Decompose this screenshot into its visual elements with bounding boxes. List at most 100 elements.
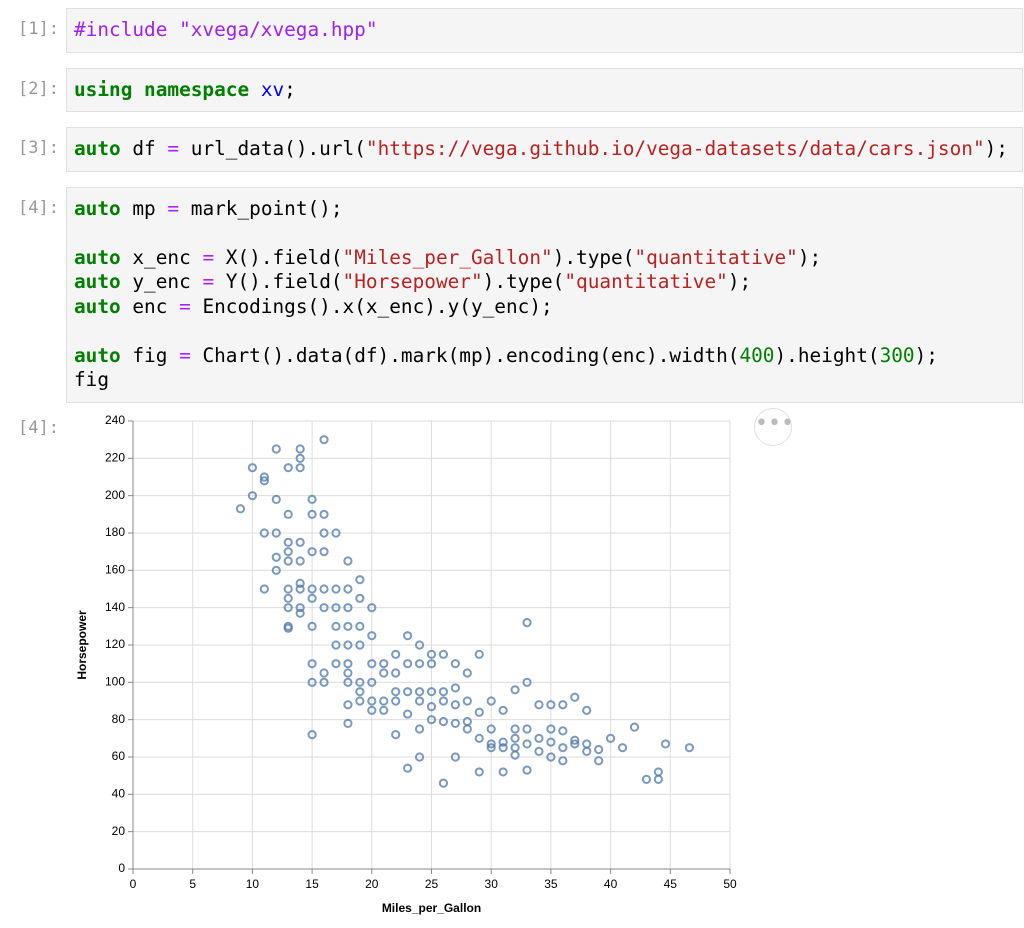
code-token: auto xyxy=(74,270,121,293)
point xyxy=(283,556,293,566)
point xyxy=(510,733,520,743)
output-prompt: [4]: xyxy=(18,418,59,438)
point xyxy=(379,668,389,678)
point xyxy=(283,509,293,519)
point xyxy=(594,744,604,755)
x-tick-label: 45 xyxy=(664,877,678,891)
point xyxy=(331,584,341,594)
code-token: auto xyxy=(74,294,121,318)
y-tick-label: 200 xyxy=(105,488,125,502)
point xyxy=(307,730,317,740)
point xyxy=(259,584,269,594)
point xyxy=(271,444,281,454)
code-token: ).type( xyxy=(482,270,565,293)
code-token: ).height( xyxy=(774,343,880,367)
code-token: ; xyxy=(284,77,296,101)
code-token: = xyxy=(179,343,191,367)
point xyxy=(450,700,460,710)
point xyxy=(331,603,341,613)
point xyxy=(307,494,317,505)
point xyxy=(498,705,508,715)
point xyxy=(307,659,317,669)
point xyxy=(319,668,329,678)
point xyxy=(403,687,413,697)
code-token: = xyxy=(202,270,215,293)
code-token: 300 xyxy=(879,343,915,367)
point xyxy=(426,649,437,659)
point xyxy=(331,659,341,669)
point xyxy=(582,746,592,756)
point xyxy=(367,603,377,613)
code-token: = xyxy=(179,294,191,318)
point xyxy=(617,743,628,753)
x-tick-label: 50 xyxy=(723,877,737,891)
point xyxy=(355,575,365,585)
code-cell[interactable]: auto mp = mark_point(); auto x_enc = X().… xyxy=(66,186,1023,403)
point xyxy=(438,716,449,727)
point xyxy=(522,739,532,749)
point xyxy=(462,716,472,727)
x-tick-label: 40 xyxy=(604,877,618,891)
point xyxy=(355,621,365,631)
point xyxy=(355,687,365,697)
point xyxy=(319,603,329,613)
point xyxy=(295,603,305,613)
point xyxy=(307,593,317,603)
point xyxy=(498,743,508,753)
code-cell[interactable]: #include "xvega/xvega.hpp" xyxy=(66,8,1023,53)
point xyxy=(403,631,413,641)
code-line: auto mp = mark_point(); xyxy=(74,197,1022,222)
code-line: auto fig = Chart().data(df).mark(mp).enc… xyxy=(74,344,1022,369)
code-token: enc xyxy=(120,294,180,318)
point xyxy=(486,739,496,749)
point xyxy=(319,547,329,557)
point xyxy=(319,435,329,445)
point xyxy=(271,528,281,538)
point xyxy=(283,537,293,547)
point xyxy=(307,509,317,519)
point xyxy=(438,778,449,788)
point xyxy=(391,687,401,697)
chart-menu-button[interactable]: ••• xyxy=(754,408,794,446)
point xyxy=(546,724,556,734)
y-tick-label: 60 xyxy=(112,749,126,763)
point xyxy=(546,737,556,747)
point xyxy=(295,584,305,594)
code-token: mark_point(); xyxy=(179,196,343,220)
point xyxy=(629,722,640,732)
code-token: "Miles_per_Gallon" xyxy=(342,245,553,269)
point xyxy=(295,537,305,547)
code-token: Chart().data(df).mark(mp).encoding(enc).… xyxy=(190,343,740,367)
code-cell[interactable]: using namespace xv; xyxy=(66,67,1023,112)
code-token: "https://vega.github.io/vega-datasets/da… xyxy=(365,137,985,160)
code-token: ); xyxy=(984,137,1008,160)
code-line xyxy=(74,221,1022,246)
chart: 0 20 40 60 80 100 120 140 160 180 200 220 240 0 5 10 15 2… xyxy=(75,413,737,915)
code-token: using namespace xyxy=(74,77,250,101)
point xyxy=(271,494,281,505)
point xyxy=(450,718,460,728)
point xyxy=(534,700,544,710)
point xyxy=(558,743,568,753)
y-tick-label: 40 xyxy=(112,787,126,801)
point xyxy=(570,735,580,745)
point xyxy=(379,705,389,715)
point xyxy=(510,743,520,753)
point xyxy=(319,528,329,538)
point xyxy=(379,696,389,706)
y-tick-label: 160 xyxy=(105,563,125,577)
point xyxy=(331,528,341,538)
point xyxy=(510,724,520,734)
point xyxy=(391,668,401,678)
point xyxy=(307,547,317,557)
point xyxy=(510,750,520,760)
point xyxy=(331,640,341,650)
code-token: x_enc xyxy=(120,245,203,269)
point xyxy=(474,733,484,743)
input-prompt: [1]: xyxy=(18,19,59,39)
point xyxy=(319,677,329,687)
code-cell[interactable]: auto df = url_data().url("https://vega.g… xyxy=(66,127,1023,172)
code-token: = xyxy=(167,137,180,160)
code-line xyxy=(74,319,1022,344)
point xyxy=(426,659,437,669)
